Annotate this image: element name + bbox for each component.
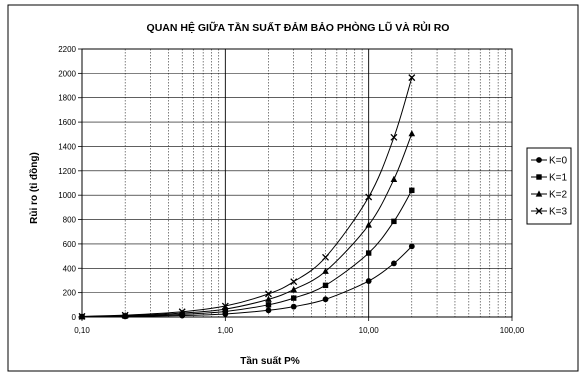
data-point <box>322 296 329 303</box>
data-point <box>390 175 398 182</box>
data-point <box>291 295 297 301</box>
legend-marker <box>535 207 543 215</box>
data-point <box>265 290 272 298</box>
data-point <box>391 260 397 267</box>
data-point <box>290 303 297 310</box>
data-point <box>322 282 329 289</box>
y-tick-label: 1800 <box>58 94 76 103</box>
data-point <box>390 133 398 141</box>
data-point <box>365 250 372 256</box>
y-tick-label: 400 <box>63 264 77 273</box>
y-tick-label: 1400 <box>58 142 76 151</box>
y-tick-label: 0 <box>72 313 77 322</box>
legend-marker <box>535 190 543 197</box>
y-tick-label: 1600 <box>58 118 76 127</box>
data-point <box>322 253 329 261</box>
data-point <box>365 221 372 228</box>
y-tick-label: 1200 <box>58 167 76 176</box>
x-axis-label: Tần suất P% <box>240 355 300 367</box>
data-point <box>78 312 86 320</box>
series-line <box>81 77 413 317</box>
y-tick-label: 600 <box>63 240 77 249</box>
legend-marker <box>536 174 542 180</box>
chart-title: QUAN HỆ GIỮA TẦN SUẤT ĐẢM BẢO PHÒNG LŨ V… <box>147 21 450 34</box>
data-point <box>365 278 372 284</box>
data-point <box>265 295 272 302</box>
y-tick-label: 1000 <box>58 191 76 200</box>
series-line <box>81 245 413 318</box>
data-point <box>408 74 416 82</box>
data-point <box>265 307 272 314</box>
grid-lines <box>82 49 512 317</box>
y-axis-label: Rủi ro (tỉ đồng) <box>28 152 40 224</box>
legend-label: K=3 <box>549 207 568 218</box>
y-tick-label: 2000 <box>58 69 76 78</box>
x-tick-label: 1,00 <box>218 326 234 335</box>
x-tick-label: 100,00 <box>500 326 525 335</box>
series-layer <box>78 74 416 320</box>
data-point <box>391 218 397 225</box>
data-point <box>409 187 415 194</box>
legend-item: K=3 <box>531 207 568 218</box>
data-point <box>222 305 229 312</box>
x-tick-label: 10,00 <box>359 326 380 335</box>
x-tick-label: 0,10 <box>74 326 90 335</box>
data-point <box>121 311 129 319</box>
legend-item: K=2 <box>531 190 568 201</box>
data-point <box>178 308 186 316</box>
data-point <box>322 267 329 274</box>
data-point <box>221 302 229 310</box>
legend-label: K=1 <box>549 173 568 184</box>
y-tick-label: 800 <box>63 216 77 225</box>
data-point <box>408 130 416 137</box>
legend-item: K=0 <box>531 156 568 167</box>
plot-area <box>81 48 513 318</box>
data-point <box>290 285 298 293</box>
legend-marker <box>536 157 542 163</box>
legend-item: K=1 <box>531 173 568 184</box>
y-axis-ticks: 0 200 400 600 800 1000 1200 1400 1600 1800 2000 220… <box>58 45 82 322</box>
data-point <box>290 278 298 286</box>
data-point <box>408 243 415 250</box>
data-point <box>365 193 373 201</box>
series-4 <box>78 74 416 320</box>
series-line <box>81 190 413 318</box>
legend-label: K=0 <box>549 156 568 167</box>
legend: K=0 K=1 K=2 K=3 <box>526 147 572 225</box>
legend-label: K=2 <box>549 190 568 201</box>
series-line <box>81 133 413 318</box>
y-tick-label: 2200 <box>58 45 76 54</box>
data-point <box>265 302 272 308</box>
y-tick-label: 200 <box>63 289 77 298</box>
